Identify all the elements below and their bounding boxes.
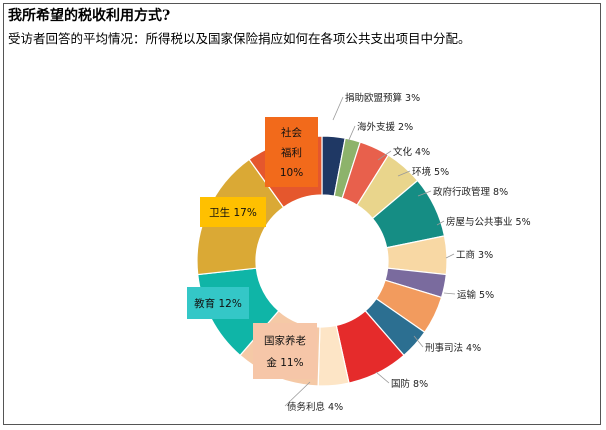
- leader-line: [443, 292, 456, 295]
- slice-label: 房屋与公共事业 5%: [446, 216, 531, 228]
- slice-label: 教育 12%: [194, 297, 242, 310]
- slice-label: 刑事司法 4%: [425, 342, 481, 354]
- leader-line: [284, 381, 311, 407]
- slice-label: 政府行政管理 8%: [433, 186, 508, 198]
- leader-line: [397, 170, 411, 177]
- slice-label: 环境 5%: [412, 166, 449, 178]
- slice-label: 国防 8%: [391, 378, 428, 390]
- leader-line: [413, 335, 424, 348]
- leader-line: [332, 96, 344, 121]
- leader-line: [417, 190, 432, 197]
- leader-line: [445, 253, 455, 259]
- slice-label-box: 教育 12%: [187, 287, 249, 319]
- slice-label: 工商 3%: [456, 249, 493, 261]
- leader-line: [436, 220, 445, 226]
- slice-label: 债务利息 4%: [287, 401, 343, 413]
- slice-label: 运输 5%: [457, 289, 494, 301]
- chart-subtitle: 受访者回答的平均情况：所得税以及国家保险捐应如何在各项公共支出项目中分配。: [8, 31, 471, 46]
- slice-label: 10%: [280, 167, 303, 179]
- slice-label: 金 11%: [266, 356, 303, 369]
- slice-label: 国家养老: [264, 334, 306, 347]
- slice-label: 福利: [281, 146, 302, 159]
- slice-label-box: 卫生 17%: [200, 197, 266, 227]
- leader-line: [377, 150, 392, 161]
- leader-line: [375, 371, 390, 384]
- slice-label: 文化 4%: [393, 146, 430, 158]
- slice-label: 卫生 17%: [209, 206, 257, 219]
- slice-label: 海外支援 2%: [357, 121, 413, 133]
- leader-line: [347, 125, 356, 143]
- slice-label: 社会: [281, 126, 302, 139]
- chart-title: 我所希望的税收利用方式?: [8, 8, 171, 24]
- slice-label: 捐助欧盟预算 3%: [345, 92, 420, 104]
